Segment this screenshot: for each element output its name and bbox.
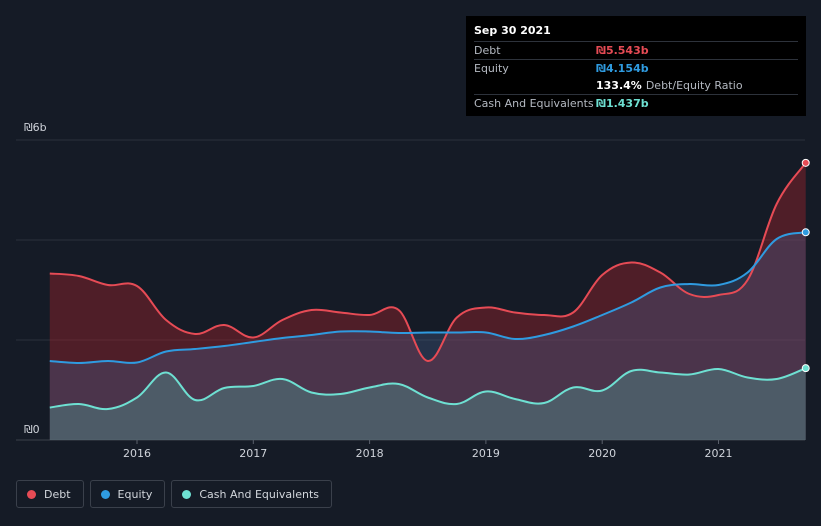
legend-cash-label: Cash And Equivalents — [199, 487, 319, 501]
tooltip-row-ratio: 133.4% Debt/Equity Ratio — [474, 77, 798, 94]
cash-dot-icon — [182, 489, 192, 499]
y-tick-label: ₪0 — [24, 423, 40, 436]
series-areas — [49, 162, 806, 440]
tooltip-panel: Sep 30 2021 Debt ₪5.543b Equity ₪4.154b … — [466, 16, 806, 116]
x-tick-label: 2016 — [123, 447, 151, 460]
debt-end-point — [801, 158, 810, 167]
debt-area — [49, 162, 806, 440]
grid-lines — [16, 139, 805, 444]
tooltip-ratio-label: Debt/Equity Ratio — [645, 79, 743, 92]
legend-debt-label: Debt — [44, 487, 71, 501]
x-tick-label: 2017 — [239, 447, 267, 460]
equity-end-point — [801, 228, 810, 237]
tooltip-debt-label: Debt — [474, 44, 501, 57]
tooltip-row-debt: Debt ₪5.543b — [474, 41, 798, 59]
cash-area — [49, 368, 806, 440]
tooltip-equity-label: Equity — [474, 62, 509, 75]
legend-item-debt[interactable]: Debt — [16, 480, 84, 508]
series-end-points — [801, 158, 810, 373]
x-tick-label: 2020 — [588, 447, 616, 460]
debt-dot-icon — [27, 489, 36, 499]
debt-line — [49, 162, 807, 362]
cash-line — [49, 367, 807, 411]
axis-labels: 2016 2017 2018 2019 2020 2021 ₪0 ₪6b — [24, 121, 733, 460]
tooltip-equity-value: ₪4.154b — [596, 62, 649, 75]
tooltip-cash-label: Cash And Equivalents — [474, 97, 594, 110]
legend-item-equity[interactable]: Equity — [89, 480, 166, 508]
equity-area — [49, 232, 806, 440]
equity-dot-icon — [100, 489, 110, 499]
y-tick-label: ₪6b — [24, 121, 47, 134]
equity-line — [49, 231, 806, 365]
chart-legend: Debt Equity Cash And Equivalents — [16, 480, 332, 508]
tooltip-ratio-value: 133.4% — [596, 79, 642, 92]
series-lines — [49, 162, 807, 411]
tooltip-cash-value: ₪1.437b — [596, 97, 649, 110]
x-tick-label: 2021 — [705, 447, 733, 460]
tooltip-row-cash: Cash And Equivalents ₪1.437b — [474, 94, 798, 112]
cash-end-point — [801, 364, 810, 373]
tooltip-row-equity: Equity ₪4.154b — [474, 59, 798, 77]
tooltip-date: Sep 30 2021 — [474, 24, 551, 37]
x-tick-label: 2019 — [472, 447, 500, 460]
x-tick-label: 2018 — [356, 447, 384, 460]
legend-equity-label: Equity — [117, 487, 153, 501]
tooltip-debt-value: ₪5.543b — [596, 44, 649, 57]
legend-item-cash[interactable]: Cash And Equivalents — [171, 480, 332, 508]
